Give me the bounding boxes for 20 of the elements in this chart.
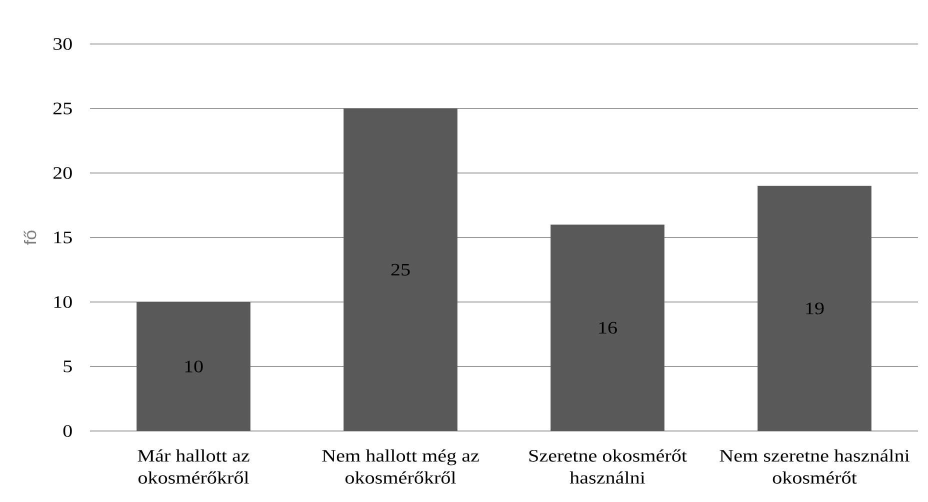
y-axis-title: fő: [24, 230, 36, 245]
x-tick-label: Nem hallott még az okosmérőkről: [322, 449, 479, 484]
bar: [758, 186, 872, 431]
bar: [550, 224, 664, 431]
y-tick-label: 0: [63, 425, 72, 437]
x-tick-label: Szeretne okosmérőt használni: [529, 449, 687, 484]
bar: [136, 302, 250, 431]
y-tick-label: 25: [53, 102, 72, 114]
data-label: 10: [185, 360, 203, 372]
y-tick-label: 30: [54, 38, 72, 50]
x-tick-label: Már hallott az okosmérőkről: [138, 449, 250, 484]
y-tick-label: 5: [64, 360, 72, 372]
bar: [344, 108, 458, 431]
y-tick-label: 15: [54, 232, 72, 244]
y-tick-label: 20: [53, 167, 72, 179]
data-label: 25: [391, 264, 410, 276]
y-tick-label: 10: [54, 296, 72, 308]
data-label: 16: [599, 322, 617, 334]
data-label: 19: [806, 302, 824, 314]
x-tick-label: Nem szeretne használni okosmérőt: [720, 449, 910, 484]
